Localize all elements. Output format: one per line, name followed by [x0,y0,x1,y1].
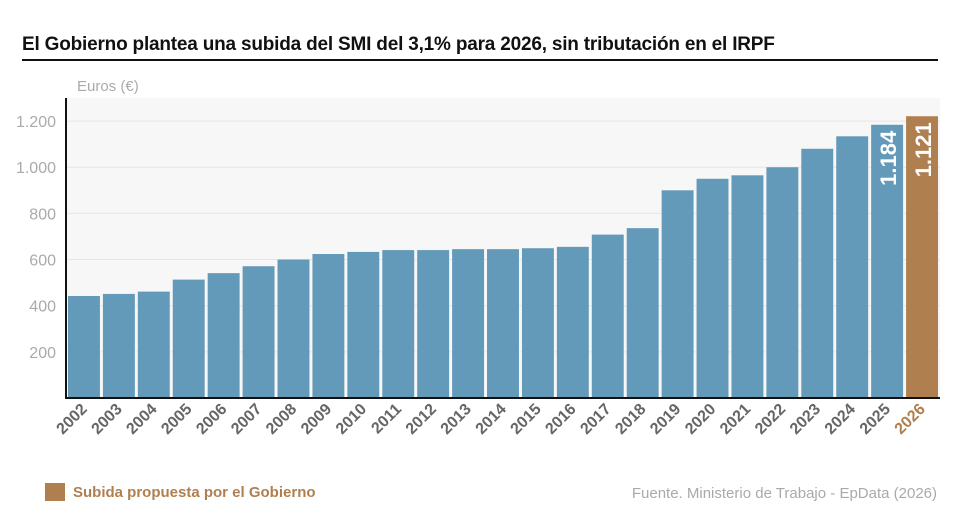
x-tick-label: 2012 [403,401,440,438]
x-tick-label: 2021 [717,401,754,438]
x-tick-label: 2004 [123,401,160,438]
bar-2022 [766,167,799,398]
source-note: Fuente. Ministerio de Trabajo - EpData (… [631,485,937,502]
bar-2006 [207,273,240,398]
x-tick-label: 2002 [54,401,91,438]
bar-2002 [68,296,100,398]
bar-2019 [661,190,694,398]
bar-2024 [836,136,869,399]
x-tick-label: 2025 [857,401,894,438]
x-tick-label: 2006 [193,401,230,438]
bar-2026 [906,116,938,398]
x-tick-label: 2018 [612,401,649,438]
legend: Subida propuesta por el Gobierno [45,483,316,501]
bar-2009 [312,254,345,398]
x-tick-label: 2015 [508,401,545,438]
x-tick-label: 2008 [263,401,300,438]
bar-2025 [871,124,904,399]
x-tick-label: 2017 [577,401,614,438]
x-tick-label: 2014 [473,401,510,438]
bar-2021 [731,175,764,398]
bar-2018 [626,228,659,398]
y-tick-label: 600 [29,253,56,270]
bar-2004 [137,291,170,398]
x-tick-label: 2010 [333,401,370,438]
x-tick-label: 2019 [647,401,684,438]
data-label: 1.121 [911,122,936,177]
x-tick-label: 2020 [682,401,719,438]
bar-2005 [172,279,205,398]
y-tick-label: 1.200 [16,114,56,131]
bar-2013 [452,249,485,398]
y-axis-label: Euros (€) [77,78,139,95]
bar-2010 [347,251,380,398]
y-tick-label: 800 [29,206,56,223]
y-tick-label: 400 [29,299,56,316]
bar-2014 [487,249,519,398]
x-tick-label: 2022 [752,401,789,438]
x-tick-label: 2011 [368,401,405,438]
bar-2008 [277,259,310,398]
x-tick-label: 2003 [89,401,126,438]
x-tick-label: 2026 [892,401,929,438]
data-label: 1.184 [876,130,901,186]
bar-2023 [801,148,834,398]
bar-2011 [382,250,415,398]
x-tick-label: 2023 [787,401,824,438]
x-tick-label: 2007 [228,401,265,438]
y-tick-label: 200 [29,345,56,362]
bar-2007 [242,266,275,398]
bar-2017 [591,234,624,398]
x-tick-label: 2005 [158,401,195,438]
legend-label: Subida propuesta por el Gobierno [73,483,316,501]
bar-2012 [417,250,450,398]
legend-swatch [45,483,65,501]
bar-2016 [556,246,589,398]
y-tick-label: 1.000 [16,160,56,177]
x-tick-label: 2016 [542,401,579,438]
x-tick-label: 2024 [822,401,859,438]
x-tick-label: 2009 [298,401,335,438]
bar-2003 [102,293,135,398]
chart-title: El Gobierno plantea una subida del SMI d… [22,34,775,55]
title-divider [22,59,938,61]
bar-2015 [521,248,554,398]
x-tick-label: 2013 [438,401,475,438]
bar-2020 [696,178,729,398]
